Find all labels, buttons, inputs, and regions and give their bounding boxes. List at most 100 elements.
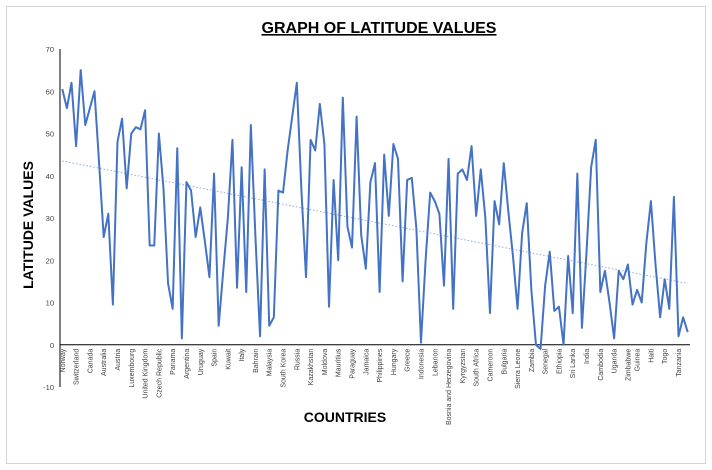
x-tick-label: Zimbabwe: [625, 349, 632, 381]
data-point: 3: [687, 331, 689, 333]
data-point: 33.5: [526, 202, 528, 204]
data-point: 10: [641, 301, 643, 303]
x-tick-label: Bulgaria: [501, 349, 508, 375]
data-point: 48.5: [231, 139, 233, 141]
data-point: 47: [470, 145, 472, 147]
data-point: 23.5: [148, 244, 150, 246]
data-point: 8.5: [171, 308, 173, 310]
data-point: 15.5: [664, 278, 666, 280]
data-point: 52: [84, 124, 86, 126]
y-tick-label: 10: [46, 299, 54, 308]
x-tick-label: Bosnia and Herzegovina: [446, 349, 453, 425]
data-point: 28: [346, 225, 348, 227]
x-tick-label: Canada: [87, 349, 94, 374]
x-tick-label: Cameroon: [487, 349, 494, 382]
data-point: 43: [98, 162, 100, 164]
data-point: 23.5: [153, 244, 155, 246]
data-point: 44: [447, 158, 449, 160]
data-point: 15: [401, 280, 403, 282]
data-point: 47: [75, 145, 77, 147]
x-tick-label: Senegal: [543, 348, 550, 374]
data-point: 37: [125, 187, 127, 189]
data-point: 39.5: [411, 177, 413, 179]
x-tick-label: Zambia: [529, 349, 536, 372]
data-point: 25.5: [102, 236, 104, 238]
data-point: 30: [227, 217, 229, 219]
data-point: 50: [158, 132, 160, 134]
data-point: 0: [535, 344, 537, 346]
data-point: 13.5: [236, 287, 238, 289]
data-point: 36: [429, 191, 431, 193]
data-point: 36.5: [190, 189, 192, 191]
data-point: 56: [66, 107, 68, 109]
x-tick-label: Kazakhstan: [308, 349, 315, 386]
x-tick-label: Czech Republic: [156, 348, 163, 398]
data-point: 34: [434, 200, 436, 202]
data-point: 26.5: [521, 232, 523, 234]
data-point: 46: [286, 149, 288, 151]
data-point: 20: [337, 259, 339, 261]
data-point: 24.5: [204, 240, 206, 242]
data-point: 36.5: [300, 189, 302, 191]
y-tick-label: 70: [46, 45, 54, 54]
data-point: 16: [208, 276, 210, 278]
data-point: 60: [93, 90, 95, 92]
data-point: 38.5: [185, 181, 187, 183]
data-point: 2: [677, 335, 679, 337]
data-point: 31.5: [507, 210, 509, 212]
x-tick-label: Spain: [212, 349, 219, 367]
data-point: 8: [553, 310, 555, 312]
x-tick-label: Tanzania: [676, 349, 683, 377]
data-point: 14: [544, 284, 546, 286]
data-point: 43: [374, 162, 376, 164]
data-point: 57: [319, 103, 321, 105]
data-point: 40.5: [576, 172, 578, 174]
x-tick-label: Philippines: [377, 348, 384, 382]
x-tick-label: Panama: [170, 349, 177, 375]
data-point: 19: [654, 263, 656, 265]
data-point: 30.5: [388, 215, 390, 217]
data-point: 9: [328, 306, 330, 308]
data-point: 40.5: [457, 172, 459, 174]
x-tick-label: Paraguay: [350, 348, 357, 378]
x-tick-label: Sri Lanka: [570, 349, 577, 379]
data-point: 12.5: [378, 291, 380, 293]
x-tick-label: Uruguay: [198, 348, 205, 375]
data-point: 22: [549, 251, 551, 253]
data-point: 4.5: [217, 325, 219, 327]
x-tick-label: Italy: [239, 348, 246, 361]
x-tick-label: India: [584, 349, 591, 364]
x-tick-label: United Kingdom: [143, 349, 150, 399]
x-tick-label: Moldova: [322, 349, 329, 376]
data-point: 14: [443, 284, 445, 286]
data-point: 51.5: [135, 126, 137, 128]
data-point: 50: [130, 132, 132, 134]
data-point: 55.5: [144, 109, 146, 111]
data-point: 26: [360, 234, 362, 236]
data-point: 62: [70, 82, 72, 84]
data-point: 8.5: [516, 308, 518, 310]
x-tick-label: Argentina: [184, 349, 191, 379]
data-point: 32.5: [199, 206, 201, 208]
data-point: 17.5: [618, 270, 620, 272]
x-tick-label: Kuwait: [225, 349, 232, 370]
data-point: 15.5: [622, 278, 624, 280]
x-tick-label: Haiti: [648, 348, 655, 362]
data-point: 60.5: [61, 88, 63, 90]
data-point: 0.5: [420, 341, 422, 343]
data-point: 34: [493, 200, 495, 202]
data-point: 65: [79, 69, 81, 71]
data-point: 37: [162, 187, 164, 189]
data-point: 7.5: [572, 312, 574, 314]
x-tick-label: Sierra Leone: [515, 349, 522, 389]
data-point: 9: [558, 306, 560, 308]
data-point: 8.5: [452, 308, 454, 310]
data-point: 28.5: [498, 223, 500, 225]
data-point: 46.5: [176, 147, 178, 149]
x-tick-label: Greece: [405, 349, 412, 372]
data-point: 6.5: [273, 316, 275, 318]
data-point: 21: [512, 255, 514, 257]
data-point: 53.5: [121, 118, 123, 120]
x-tick-label: Russia: [294, 349, 301, 371]
data-point: 44: [397, 158, 399, 160]
